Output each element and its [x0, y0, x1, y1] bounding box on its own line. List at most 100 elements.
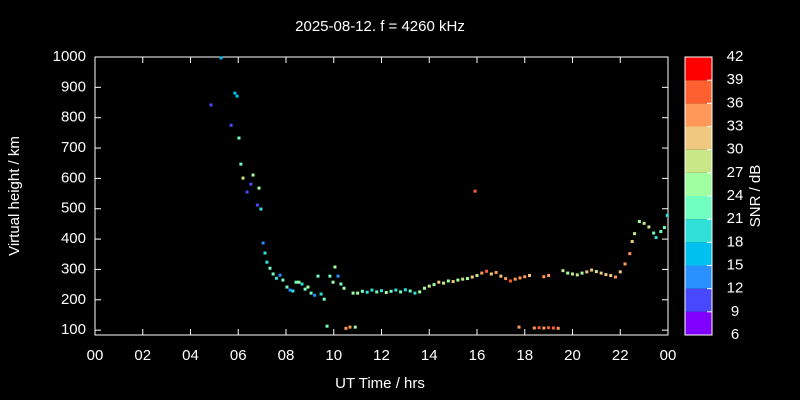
data-point: [456, 278, 460, 282]
colorbar-tick-label: 27: [727, 164, 744, 181]
data-point: [566, 271, 570, 275]
y-tick-label: 800: [61, 109, 86, 126]
colorbar-band: [685, 219, 712, 243]
data-point: [229, 123, 233, 127]
y-tick-label: 200: [61, 291, 86, 308]
data-point: [556, 326, 560, 330]
data-point: [513, 277, 517, 281]
colorbar-tick-label: 33: [727, 117, 744, 134]
data-point: [288, 288, 292, 292]
data-point: [517, 325, 521, 329]
data-point: [259, 207, 263, 211]
colorbar-tick-label: 21: [727, 210, 744, 227]
y-tick-label: 500: [61, 200, 86, 217]
x-tick-label: 02: [134, 347, 151, 364]
data-point: [325, 324, 329, 328]
data-point: [489, 272, 493, 276]
data-point: [348, 325, 352, 329]
data-point: [249, 182, 253, 186]
data-point: [237, 136, 241, 140]
data-point: [427, 284, 431, 288]
colorbar-tick-label: 6: [731, 326, 739, 343]
data-point: [313, 293, 317, 297]
data-point: [633, 232, 637, 236]
x-tick-label: 16: [469, 347, 486, 364]
data-point: [365, 290, 369, 294]
data-point: [316, 274, 320, 278]
colorbar-band: [685, 172, 712, 196]
data-point: [637, 219, 641, 223]
data-point: [389, 289, 393, 293]
data-point: [297, 280, 301, 284]
data-point: [580, 271, 584, 275]
data-point: [333, 265, 337, 269]
data-point: [353, 325, 357, 329]
y-tick-label: 100: [61, 321, 86, 338]
x-tick-label: 14: [421, 347, 438, 364]
colorbar-tick-label: 18: [727, 233, 744, 250]
data-point: [662, 226, 666, 230]
data-point: [265, 260, 269, 264]
data-point: [360, 289, 364, 293]
y-tick-label: 700: [61, 139, 86, 156]
data-point: [465, 277, 469, 281]
data-point: [652, 231, 656, 235]
data-point: [528, 274, 532, 278]
colorbar-tick-label: 42: [727, 48, 744, 65]
data-point: [274, 276, 278, 280]
data-point: [547, 274, 551, 278]
data-point: [508, 279, 512, 283]
data-point: [413, 291, 417, 295]
colorbar-tick-label: 12: [727, 280, 744, 297]
data-point: [399, 290, 403, 294]
data-point: [319, 292, 323, 296]
x-tick-label: 20: [564, 347, 581, 364]
data-point: [268, 266, 272, 270]
data-point: [494, 270, 498, 274]
data-point: [659, 230, 663, 234]
data-point: [303, 287, 307, 291]
data-point: [285, 285, 289, 289]
data-point: [331, 280, 335, 284]
y-tick-label: 900: [61, 78, 86, 95]
colorbar-band: [685, 288, 712, 312]
data-point: [599, 271, 603, 275]
data-point: [518, 276, 522, 280]
colorbar-tick-label: 9: [731, 303, 739, 320]
data-point: [251, 173, 255, 177]
data-point: [375, 290, 379, 294]
data-point: [339, 282, 343, 286]
data-point: [394, 288, 398, 292]
data-point: [278, 273, 282, 277]
data-point: [437, 280, 441, 284]
data-point: [470, 275, 474, 279]
data-point: [480, 271, 484, 275]
data-point: [499, 274, 503, 278]
data-point: [542, 326, 546, 330]
colorbar-band: [685, 311, 712, 335]
data-point: [281, 278, 285, 282]
colorbar-tick-label: 39: [727, 71, 744, 88]
chart-title: 2025-08-12. f = 4260 kHz: [295, 18, 465, 35]
data-point: [630, 240, 634, 244]
data-point: [235, 94, 239, 98]
data-point: [654, 236, 658, 240]
x-tick-label: 06: [230, 347, 247, 364]
x-tick-label: 22: [612, 347, 629, 364]
data-point: [504, 277, 508, 281]
data-point: [647, 225, 651, 229]
y-tick-label: 300: [61, 260, 86, 277]
colorbar-band: [685, 242, 712, 266]
y-axis-label: Virtual height / km: [6, 136, 23, 256]
data-point: [255, 203, 259, 207]
data-point: [485, 269, 489, 273]
colorbar-band: [685, 196, 712, 220]
data-point: [294, 280, 298, 284]
data-point: [461, 277, 465, 281]
data-point: [233, 91, 237, 95]
data-point: [422, 286, 426, 290]
data-point: [532, 326, 536, 330]
x-tick-label: 10: [325, 347, 342, 364]
